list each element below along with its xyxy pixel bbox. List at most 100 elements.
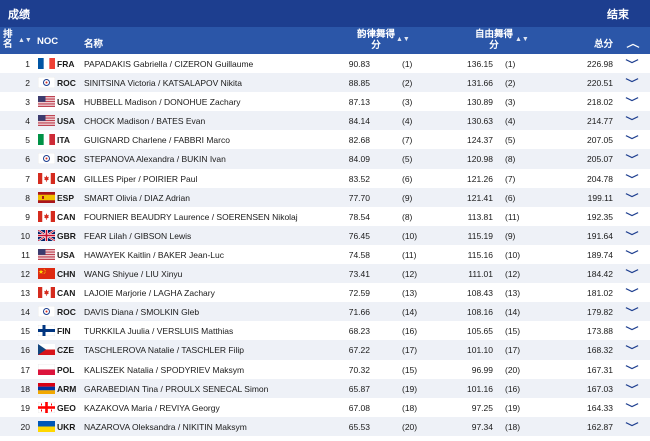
expand-row-chevron-icon[interactable]: ︿ [625,305,639,317]
expand-row-chevron-icon[interactable]: ︿ [625,76,639,88]
expand-row-chevron-icon[interactable]: ︿ [625,381,639,393]
sort-arrow-icon[interactable]: ▲▼ [396,36,410,43]
collapse-all-chevron-icon[interactable]: ︿ [626,39,640,50]
rank-cell: 6 [25,154,30,165]
expand-row-chevron-icon[interactable]: ︿ [625,95,639,107]
table-row[interactable]: 19 GEO KAZAKOVA Maria / REVIYA Georgy 67… [0,398,650,417]
table-row[interactable]: 9 CAN FOURNIER BEAUDRY Laurence / SOEREN… [0,207,650,226]
table-row[interactable]: 13 CAN LAJOIE Marjorie / LAGHA Zachary 7… [0,283,650,302]
total-score-cell: 207.05 [587,135,613,146]
free-dance-score-cell: 131.66 [467,78,493,89]
table-row[interactable]: 17 POL KALISZEK Natalia / SPODYRIEV Maks… [0,360,650,379]
flag-icon-usa [38,96,55,108]
total-score-cell: 192.35 [587,211,613,222]
results-table-body: 1 FRA PAPADAKIS Gabriella / CIZERON Guil… [0,54,650,436]
rank-cell: 3 [25,97,30,108]
expand-row-chevron-icon[interactable]: ︿ [625,400,639,412]
rhythm-dance-rank-cell: (19) [402,383,418,394]
table-row[interactable]: 1 FRA PAPADAKIS Gabriella / CIZERON Guil… [0,54,650,73]
expand-row-chevron-icon[interactable]: ︿ [625,57,639,68]
free-dance-score-cell: 121.41 [467,192,493,203]
rhythm-dance-rank-cell: (18) [402,402,418,413]
column-header-total[interactable]: 总分 [594,39,614,50]
rank-cell: 13 [20,288,30,299]
column-header-noc[interactable]: NOC [37,36,59,47]
table-row[interactable]: 14 ROC DAVIS Diana / SMOLKIN Gleb 71.66 … [0,302,650,322]
free-dance-rank-cell: (20) [505,364,521,375]
athlete-names-cell: GARABEDIAN Tina / PROULX SENECAL Simon [84,383,269,394]
free-dance-score-cell: 97.25 [471,402,493,413]
table-row[interactable]: 6 ROC STEPANOVA Alexandra / BUKIN Ivan 8… [0,149,650,169]
expand-row-chevron-icon[interactable]: ︿ [625,324,639,336]
table-row[interactable]: 10 GBR FEAR Lilah / GIBSON Lewis 76.45 (… [0,225,650,245]
column-header-free-dance[interactable]: 自由舞得分 [474,29,513,51]
expand-row-chevron-icon[interactable]: ︿ [625,190,639,202]
flag-icon-pol [38,363,55,375]
total-score-cell: 164.33 [587,402,613,413]
total-score-cell: 167.03 [587,383,613,394]
table-row[interactable]: 2 ROC SINITSINA Victoria / KATSALAPOV Ni… [0,73,650,93]
flag-icon-esp [38,191,55,203]
free-dance-score-cell: 105.65 [467,326,493,337]
table-row[interactable]: 18 ARM GARABEDIAN Tina / PROULX SENECAL … [0,378,650,398]
sort-arrow-icon[interactable]: ▲▼ [18,37,32,44]
expand-row-chevron-icon[interactable]: ︿ [625,209,639,221]
rhythm-dance-score-cell: 88.85 [348,78,370,89]
athlete-names-cell: NAZAROVA Oleksandra / NIKITIN Maksym [84,421,247,432]
expand-row-chevron-icon[interactable]: ︿ [625,133,639,145]
expand-row-chevron-icon[interactable]: ︿ [625,152,639,164]
rhythm-dance-rank-cell: (14) [402,307,418,318]
free-dance-score-cell: 130.89 [467,97,493,108]
sort-arrow-icon[interactable]: ▲▼ [515,36,529,43]
total-score-cell: 168.32 [587,345,613,356]
rank-cell: 4 [25,116,30,127]
flag-icon-roc [38,153,55,165]
table-row[interactable]: 11 USA HAWAYEK Kaitlin / BAKER Jean-Luc … [0,245,650,264]
table-row[interactable]: 4 USA CHOCK Madison / BATES Evan 84.14 (… [0,111,650,131]
athlete-names-cell: TURKKILA Juulia / VERSLUIS Matthias [84,326,234,337]
expand-row-chevron-icon[interactable]: ︿ [625,171,639,183]
expand-row-chevron-icon[interactable]: ︿ [625,114,639,126]
expand-row-chevron-icon[interactable]: ︿ [625,247,639,259]
flag-icon-geo [38,401,55,413]
free-dance-score-cell: 130.63 [467,116,493,127]
athlete-names-cell: LAJOIE Marjorie / LAGHA Zachary [84,288,215,299]
column-header-rank[interactable]: 排名 [3,29,13,50]
flag-icon-can [38,210,55,222]
expand-row-chevron-icon[interactable]: ︿ [625,267,639,279]
expand-row-chevron-icon[interactable]: ︿ [625,286,639,298]
free-dance-score-cell: 108.43 [467,288,493,299]
table-row[interactable]: 12 CHN WANG Shiyue / LIU Xinyu 73.41 (12… [0,264,650,284]
total-score-cell: 205.07 [587,154,613,165]
rank-cell: 8 [25,192,30,203]
noc-cell: CAN [57,288,76,299]
table-row[interactable]: 3 USA HUBBELL Madison / DONOHUE Zachary … [0,92,650,111]
rhythm-dance-rank-cell: (7) [402,135,413,146]
table-row[interactable]: 5 ITA GUIGNARD Charlene / FABBRI Marco 8… [0,130,650,149]
expand-row-chevron-icon[interactable]: ︿ [625,228,639,240]
flag-icon-fra [38,58,55,69]
total-score-cell: 204.78 [587,173,613,184]
expand-row-chevron-icon[interactable]: ︿ [625,362,639,374]
expand-row-chevron-icon[interactable]: ︿ [625,343,639,355]
table-row[interactable]: 20 UKR NAZAROVA Oleksandra / NIKITIN Mak… [0,416,650,436]
free-dance-rank-cell: (2) [505,78,516,89]
column-header-rhythm-dance[interactable]: 韵律舞得分 [356,29,395,51]
free-dance-rank-cell: (13) [505,288,521,299]
table-row[interactable]: 8 ESP SMART Olivia / DIAZ Adrian 77.70 (… [0,187,650,207]
free-dance-score-cell: 101.16 [467,383,493,394]
column-header-name[interactable]: 名称 [84,39,104,50]
free-dance-rank-cell: (15) [505,326,521,337]
athlete-names-cell: STEPANOVA Alexandra / BUKIN Ivan [84,154,226,165]
table-row[interactable]: 7 CAN GILLES Piper / POIRIER Paul 83.52 … [0,169,650,188]
athlete-names-cell: CHOCK Madison / BATES Evan [84,116,206,127]
table-row[interactable]: 16 CZE TASCHLEROVA Natalie / TASCHLER Fi… [0,340,650,360]
athlete-names-cell: HAWAYEK Kaitlin / BAKER Jean-Luc [84,249,224,260]
flag-icon-fin [38,325,55,337]
flag-icon-can [38,172,55,184]
table-row[interactable]: 15 FIN TURKKILA Juulia / VERSLUIS Matthi… [0,321,650,340]
rhythm-dance-rank-cell: (1) [402,59,413,69]
expand-row-chevron-icon[interactable]: ︿ [625,419,639,431]
free-dance-rank-cell: (5) [505,135,516,146]
noc-cell: GEO [57,402,76,413]
